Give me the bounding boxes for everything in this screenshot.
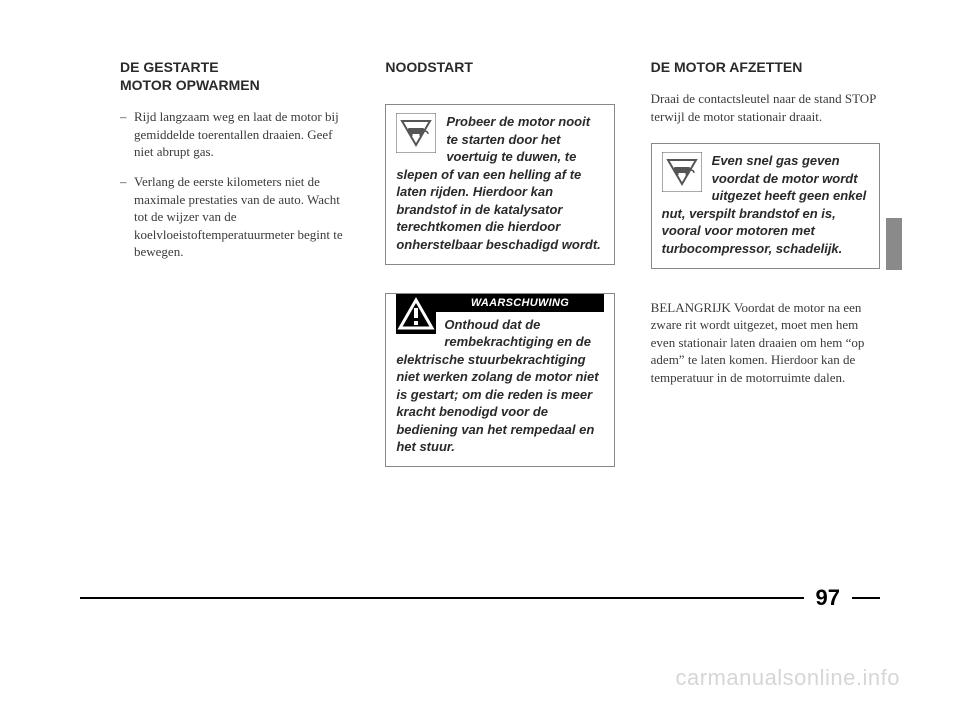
col3-para1: Draai de contactsleutel naar de stand ST… — [651, 90, 880, 125]
car-emissions-icon — [396, 113, 436, 153]
side-tab — [886, 218, 902, 270]
environment-notice-box: Even snel gas geven voordat de motor wor… — [651, 143, 880, 268]
content-columns: DE GESTARTE MOTOR OPWARMEN – Rijd langza… — [120, 58, 880, 489]
warning-notice-box: WAARSCHUWING Onthoud dat de rembekrachti… — [385, 293, 614, 467]
column-3: DE MOTOR AFZETTEN Draai de contactsleute… — [651, 58, 880, 489]
warning-triangle-icon — [396, 294, 436, 334]
col3-heading: DE MOTOR AFZETTEN — [651, 58, 880, 76]
col1-bullet: – Rijd langzaam weg en laat de motor bij… — [120, 108, 349, 161]
watermark: carmanualsonline.info — [675, 665, 900, 691]
col1-bullet: – Verlang de eerste kilometers niet de m… — [120, 173, 349, 261]
bullet-dash: – — [120, 108, 134, 161]
manual-page: DE GESTARTE MOTOR OPWARMEN – Rijd langza… — [0, 0, 960, 709]
col1-heading-line1: DE GESTARTE — [120, 59, 219, 75]
page-number: 97 — [804, 585, 852, 611]
col1-heading-line2: MOTOR OPWARMEN — [120, 77, 260, 93]
col3-para2: BELANGRIJK Voordat de motor na een zware… — [651, 299, 880, 387]
column-1: DE GESTARTE MOTOR OPWARMEN – Rijd langza… — [120, 58, 349, 489]
col2-heading: NOODSTART — [385, 58, 614, 76]
warning-notice-text: Onthoud dat de rembekrachtiging en de el… — [396, 316, 603, 456]
warning-label: WAARSCHUWING — [436, 294, 603, 312]
bullet-text: Rijd langzaam weg en laat de motor bij g… — [134, 108, 349, 161]
col1-heading: DE GESTARTE MOTOR OPWARMEN — [120, 58, 349, 94]
warning-notice-lead — [436, 312, 603, 316]
environment-notice-box: Probeer de motor nooit te starten door h… — [385, 104, 614, 264]
bullet-text: Verlang de eerste kilometers niet de max… — [134, 173, 349, 261]
page-rule — [80, 597, 880, 599]
car-emissions-icon — [662, 152, 702, 192]
warning-notice-text-span: Onthoud dat de rembekrachtiging en de el… — [396, 317, 598, 455]
bullet-dash: – — [120, 173, 134, 261]
column-2: NOODSTART Probeer de motor nooit te star… — [385, 58, 614, 489]
